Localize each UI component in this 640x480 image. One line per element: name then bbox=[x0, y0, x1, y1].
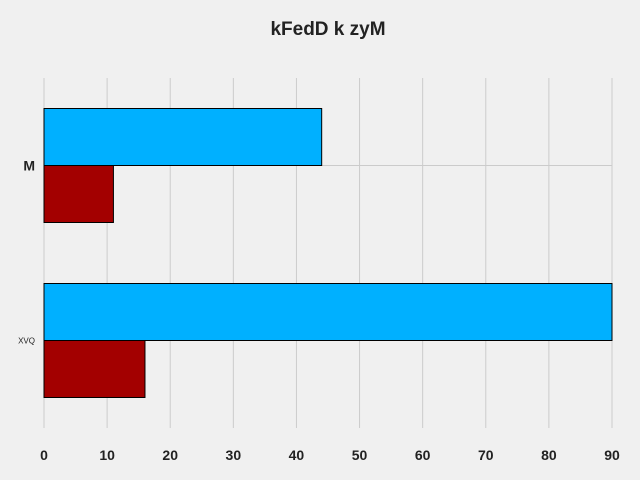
chart-title: kFedD k zyM bbox=[270, 19, 385, 40]
x-tick-labels: 0 10 20 30 40 50 60 70 80 90 bbox=[40, 447, 620, 463]
bar-m-series-2 bbox=[43, 165, 114, 223]
x-tick-label: 10 bbox=[99, 447, 115, 463]
y-tick-labels: XVQ M bbox=[18, 158, 35, 346]
y-tick-label: XVQ bbox=[18, 337, 35, 346]
x-tick-label: 80 bbox=[541, 447, 557, 463]
x-tick-label: 60 bbox=[415, 447, 431, 463]
x-tick-label: 20 bbox=[162, 447, 178, 463]
x-tick-label: 70 bbox=[478, 447, 494, 463]
bars bbox=[43, 108, 613, 398]
x-tick-label: 90 bbox=[604, 447, 620, 463]
y-tick-label: M bbox=[23, 158, 35, 174]
bar-xvq-series-1 bbox=[43, 283, 613, 341]
x-tick-label: 50 bbox=[352, 447, 368, 463]
x-tick-label: 30 bbox=[226, 447, 242, 463]
bar-m-series-1 bbox=[43, 108, 323, 166]
x-tick-label: 0 bbox=[40, 447, 48, 463]
x-tick-label: 40 bbox=[289, 447, 305, 463]
bar-xvq-series-2 bbox=[43, 340, 146, 398]
